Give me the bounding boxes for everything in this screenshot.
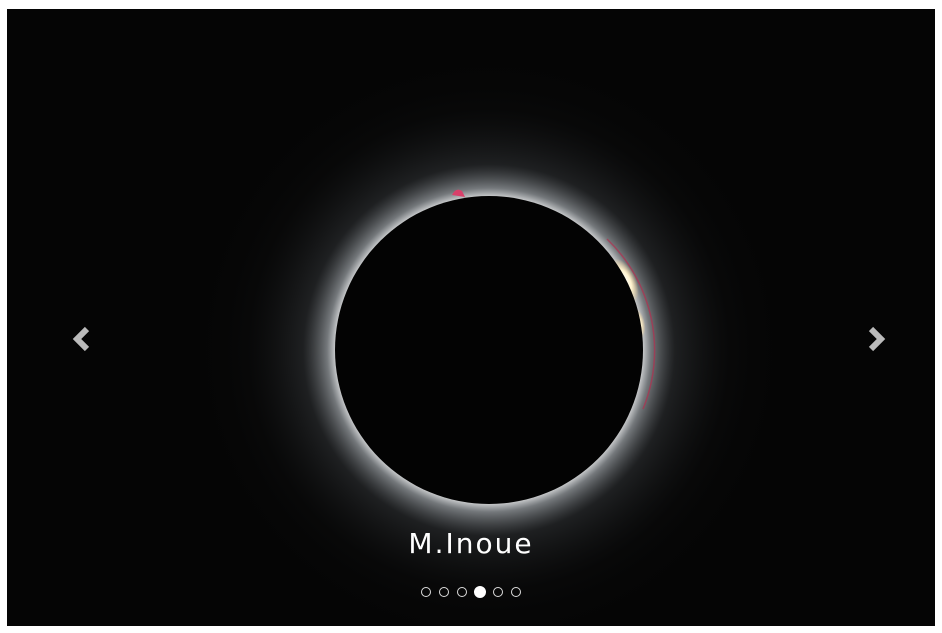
indicator-active[interactable] — [474, 586, 486, 598]
carousel: M.Inoue — [7, 9, 935, 626]
prev-arrow[interactable] — [51, 309, 111, 369]
indicator[interactable] — [457, 587, 467, 597]
indicator[interactable] — [439, 587, 449, 597]
indicator[interactable] — [511, 587, 521, 597]
caption: M.Inoue — [7, 527, 935, 560]
next-arrow[interactable] — [847, 309, 907, 369]
indicator[interactable] — [493, 587, 503, 597]
page: M.Inoue (() => { const data = JSON.parse… — [0, 0, 942, 633]
indicators — [7, 585, 935, 599]
indicator[interactable] — [421, 587, 431, 597]
